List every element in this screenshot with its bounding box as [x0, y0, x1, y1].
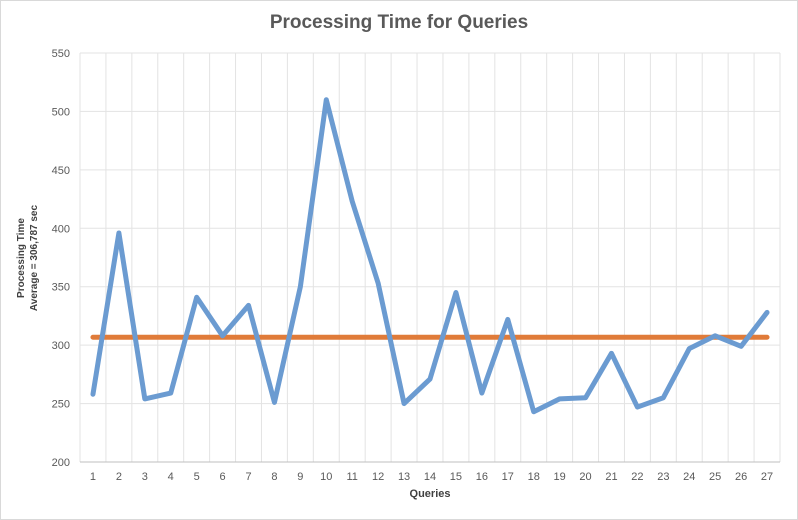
x-tick-label: 12	[372, 471, 384, 483]
x-tick-label: 25	[709, 471, 721, 483]
x-tick-label: 6	[220, 471, 226, 483]
x-tick-label: 26	[735, 471, 747, 483]
x-tick-label: 8	[271, 471, 277, 483]
y-tick-label: 350	[52, 282, 70, 294]
x-tick-label: 24	[683, 471, 695, 483]
y-tick-label: 450	[52, 165, 70, 177]
x-tick-label: 5	[194, 471, 200, 483]
x-tick-label: 18	[528, 471, 540, 483]
x-tick-label: 1	[90, 471, 96, 483]
x-tick-label: 10	[320, 471, 332, 483]
chart-title: Processing Time for Queries	[269, 12, 529, 33]
y-tick-label: 500	[52, 106, 70, 118]
x-tick-label: 22	[631, 471, 643, 483]
x-tick-label: 20	[579, 471, 591, 483]
x-tick-label: 27	[761, 471, 773, 483]
y-tick-label: 250	[52, 399, 70, 411]
x-tick-label: 19	[554, 471, 566, 483]
y-tick-label: 300	[52, 340, 70, 352]
x-tick-label: 15	[450, 471, 462, 483]
x-tick-label: 17	[502, 471, 514, 483]
x-tick-label: 9	[297, 471, 303, 483]
series-line-query-time	[90, 97, 770, 415]
x-tick-label: 13	[398, 471, 410, 483]
y-tick-label: 550	[52, 48, 70, 60]
x-axis-label: Queries	[409, 488, 451, 500]
x-tick-label: 3	[142, 471, 148, 483]
x-tick-label: 4	[168, 471, 174, 483]
x-tick-label: 7	[245, 471, 251, 483]
x-tick-label: 16	[476, 471, 488, 483]
x-tick-label: 14	[424, 471, 436, 483]
y-tick-label: 200	[52, 457, 70, 469]
x-tick-label: 2	[116, 471, 122, 483]
y-tick-label: 400	[52, 223, 70, 235]
x-tick-label: 23	[657, 471, 669, 483]
x-tick-label: 11	[347, 471, 358, 483]
x-tick-label: 21	[605, 471, 617, 483]
